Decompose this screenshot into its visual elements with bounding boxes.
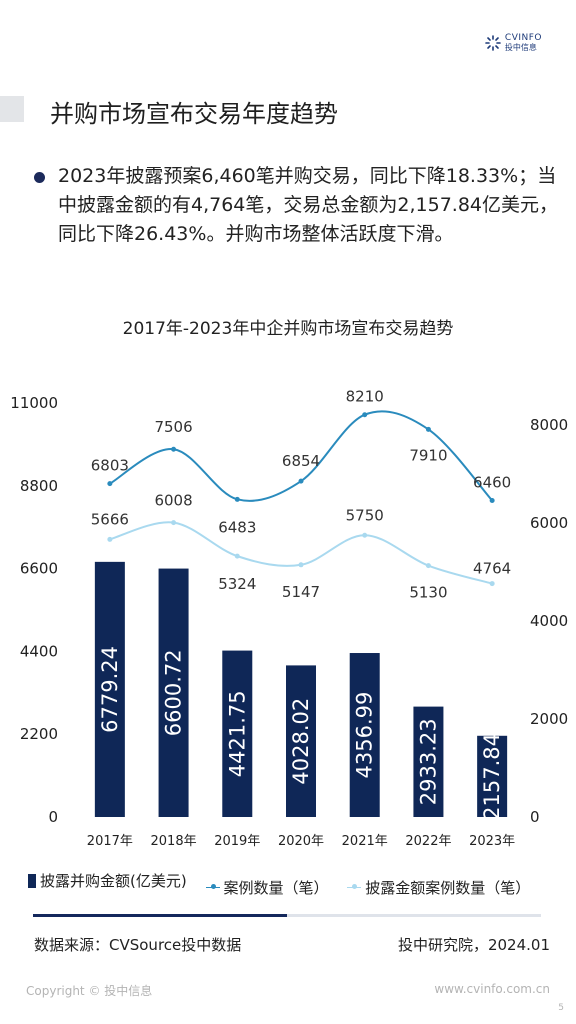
line-data-label: 5750: [346, 506, 384, 524]
bar-data-label: 6779.24: [98, 646, 122, 733]
left-axis-tick: 0: [48, 808, 58, 826]
line-point: [171, 447, 176, 452]
legend-item-disclosed: 披露金额案例数量（笔）: [347, 877, 530, 898]
legend-label-cases: 案例数量（笔）: [224, 877, 329, 898]
line-point: [235, 497, 240, 502]
x-axis-tick: 2022年: [405, 834, 451, 849]
line-point: [235, 554, 240, 559]
line-point: [490, 581, 495, 586]
bar-data-label: 4356.99: [353, 692, 377, 779]
line-data-label: 5147: [282, 583, 320, 601]
line-data-label: 5130: [409, 584, 447, 602]
line-point: [107, 481, 112, 486]
page-number: 5: [558, 1003, 564, 1013]
left-axis-tick: 4400: [20, 642, 58, 660]
copyright: Copyright © 投中信息: [26, 982, 152, 999]
line-data-label: 6803: [91, 457, 129, 475]
legend-label-disclosed: 披露金额案例数量（笔）: [365, 877, 530, 898]
line-point: [362, 412, 367, 417]
x-axis-tick: 2017年: [87, 834, 133, 849]
line-point: [299, 479, 304, 484]
x-axis-tick: 2018年: [151, 834, 197, 849]
line-point: [362, 533, 367, 538]
right-axis-tick: 8000: [530, 416, 568, 434]
line-data-label: 5666: [91, 510, 129, 528]
right-axis-tick: 2000: [530, 710, 568, 728]
left-axis-tick: 11000: [10, 394, 58, 412]
line-data-label: 5324: [218, 575, 256, 593]
line-data-label: 8210: [346, 388, 384, 406]
data-source: 数据来源：CVSource投中数据: [34, 934, 241, 955]
right-axis-tick: 4000: [530, 612, 568, 630]
legend-swatch-line: [347, 887, 361, 888]
chart-title: 2017年-2023年中企并购市场宣布交易趋势: [0, 314, 576, 339]
legend-label-amount: 披露并购金额(亿美元): [40, 870, 187, 891]
progress-bar: [33, 914, 541, 917]
line-point: [426, 563, 431, 568]
x-axis-tick: 2019年: [214, 834, 260, 849]
bar-data-label: 2933.23: [416, 718, 440, 805]
institute-date: 投中研究院，2024.01: [398, 934, 550, 955]
bar-data-label: 6600.72: [162, 649, 186, 736]
line-data-label: 4764: [473, 560, 511, 578]
line-point: [490, 498, 495, 503]
line-point: [107, 537, 112, 542]
x-axis-tick: 2023年: [469, 834, 515, 849]
line-point: [299, 562, 304, 567]
bar-data-label: 4028.02: [289, 698, 313, 785]
x-axis-tick: 2021年: [342, 834, 388, 849]
progress-fill: [33, 914, 287, 917]
left-axis-tick: 6600: [20, 560, 58, 578]
line-data-label: 7910: [409, 446, 447, 464]
line-point: [426, 427, 431, 432]
line-data-label: 6854: [282, 452, 320, 470]
line-data-label: 6483: [218, 518, 256, 536]
line-data-label: 6008: [154, 492, 192, 510]
bar-data-label: 4421.75: [225, 690, 249, 777]
right-axis-tick: 0: [530, 808, 540, 826]
line-data-label: 7506: [154, 418, 192, 436]
line-data-label: 6460: [473, 473, 511, 491]
x-axis-tick: 2020年: [278, 834, 324, 849]
right-axis-tick: 6000: [530, 514, 568, 532]
left-axis-tick: 8800: [20, 477, 58, 495]
legend-item-amount: 披露并购金额(亿美元): [28, 870, 187, 891]
line-point: [171, 520, 176, 525]
legend-swatch-bar: [28, 874, 36, 888]
legend-swatch-line: [206, 887, 220, 888]
bar-data-label: 2157.84: [480, 733, 504, 820]
website-link[interactable]: www.cvinfo.com.cn: [434, 982, 550, 996]
legend-item-cases: 案例数量（笔）: [206, 877, 329, 898]
chart-legend: 披露并购金额(亿美元) 案例数量（笔） 披露金额案例数量（笔）: [28, 870, 544, 898]
left-axis-tick: 2200: [20, 725, 58, 743]
